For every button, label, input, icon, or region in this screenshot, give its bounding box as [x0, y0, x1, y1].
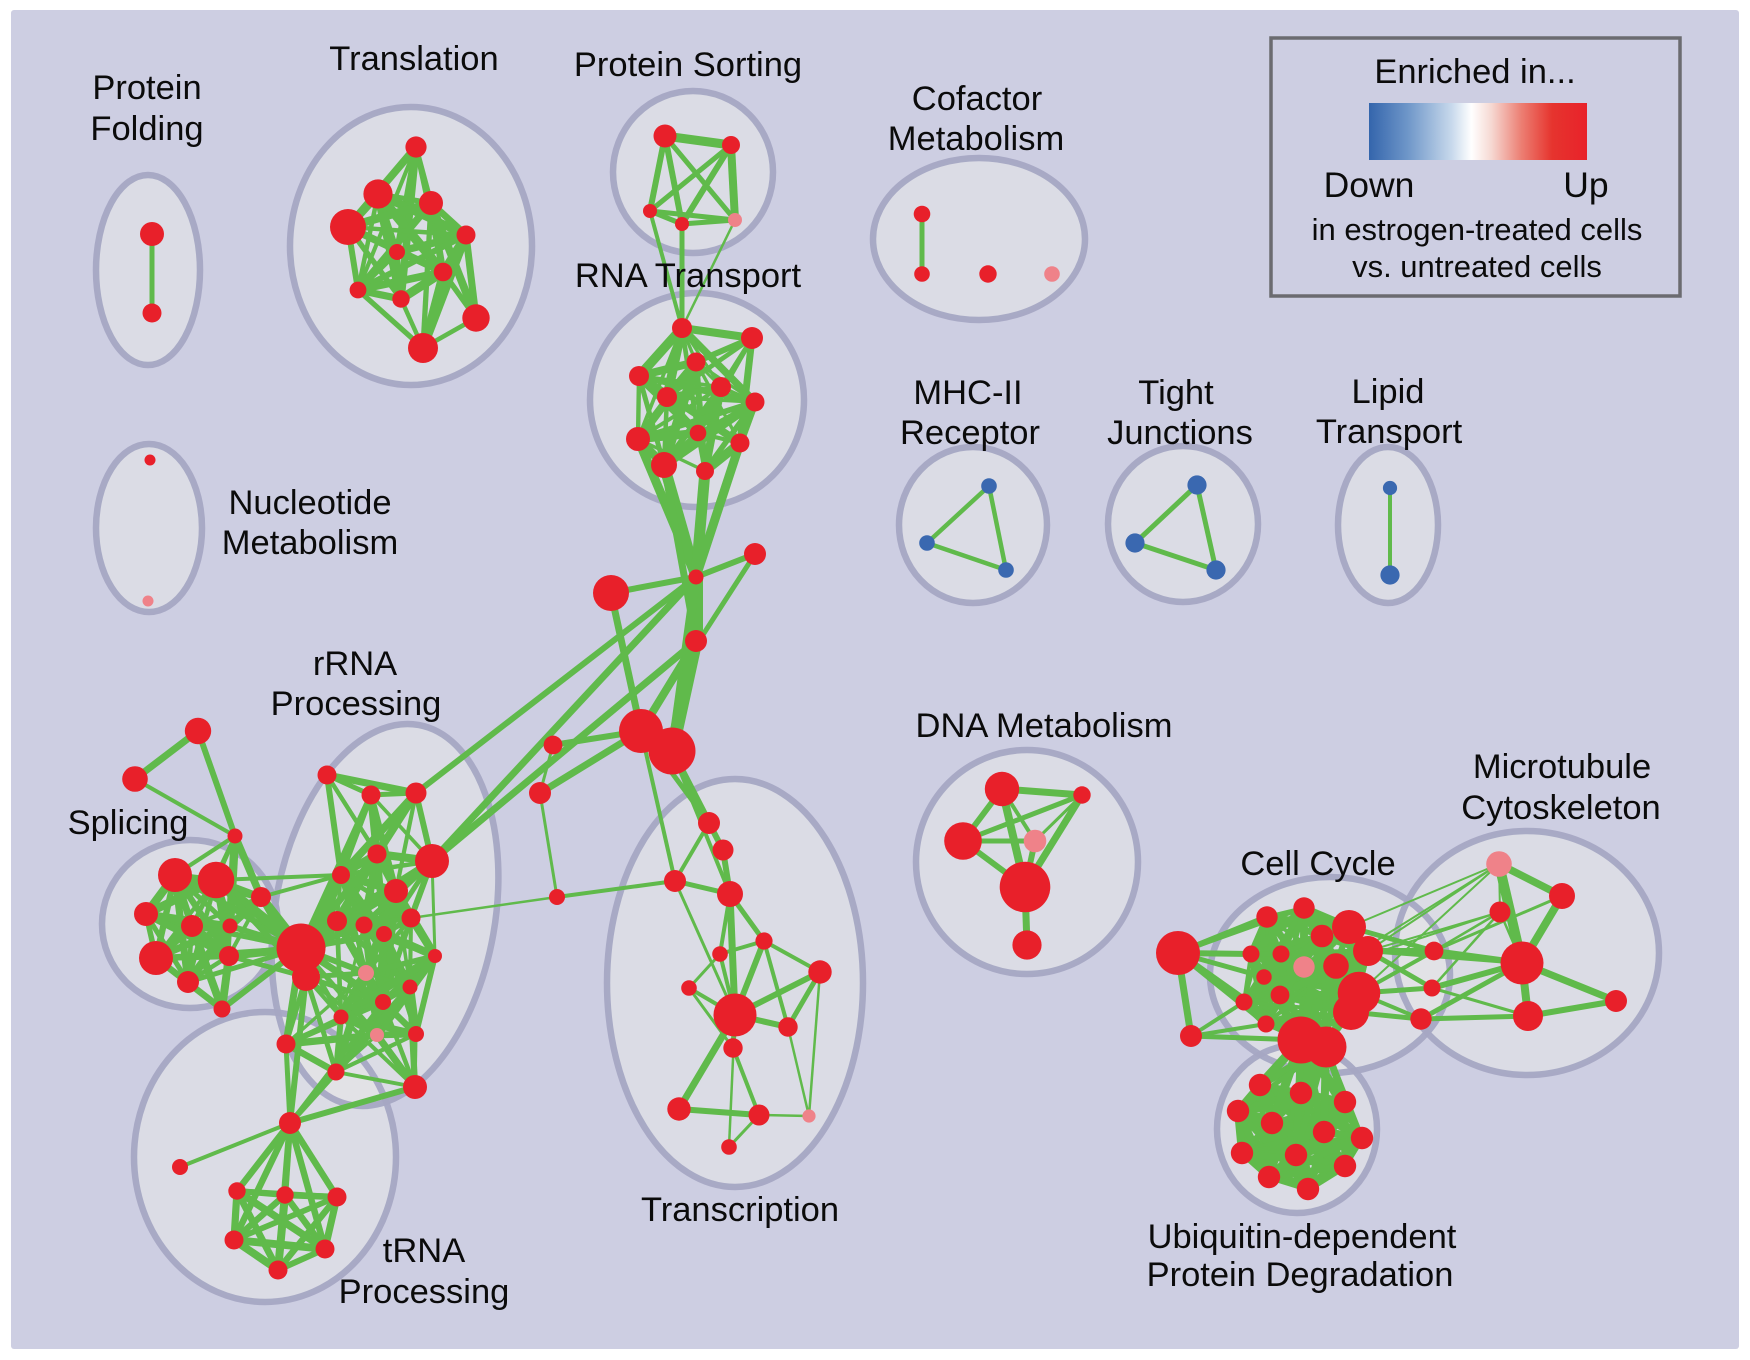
svg-text:Translation: Translation: [329, 40, 498, 78]
svg-text:Up: Up: [1563, 165, 1608, 205]
svg-text:MHC-II: MHC-II: [913, 374, 1022, 412]
svg-text:Enriched in...: Enriched in...: [1374, 53, 1575, 91]
svg-text:RNA Transport: RNA Transport: [575, 257, 802, 295]
svg-text:Lipid: Lipid: [1352, 373, 1425, 411]
svg-text:Nucleotide: Nucleotide: [228, 484, 391, 522]
svg-text:Processing: Processing: [339, 1273, 510, 1311]
svg-text:Cofactor: Cofactor: [912, 80, 1042, 118]
svg-text:Metabolism: Metabolism: [888, 120, 1064, 158]
svg-text:Protein Degradation: Protein Degradation: [1147, 1256, 1454, 1294]
svg-text:Junctions: Junctions: [1107, 414, 1253, 452]
svg-text:Metabolism: Metabolism: [222, 524, 398, 562]
svg-text:Protein Sorting: Protein Sorting: [574, 46, 802, 84]
svg-text:Down: Down: [1324, 165, 1415, 205]
svg-text:Microtubule: Microtubule: [1473, 748, 1651, 786]
svg-text:in estrogen-treated cells: in estrogen-treated cells: [1312, 212, 1643, 247]
svg-text:Tight: Tight: [1138, 374, 1214, 412]
svg-text:vs. untreated cells: vs. untreated cells: [1352, 249, 1602, 284]
svg-text:Cell Cycle: Cell Cycle: [1240, 845, 1395, 883]
svg-text:Folding: Folding: [90, 110, 203, 148]
svg-text:Ubiquitin-dependent: Ubiquitin-dependent: [1148, 1218, 1457, 1256]
svg-text:Transport: Transport: [1316, 413, 1463, 451]
svg-text:Receptor: Receptor: [900, 414, 1040, 452]
svg-text:rRNA: rRNA: [313, 645, 397, 683]
svg-text:tRNA: tRNA: [383, 1232, 465, 1270]
svg-text:DNA Metabolism: DNA Metabolism: [916, 707, 1173, 745]
svg-text:Protein: Protein: [92, 69, 201, 107]
svg-text:Transcription: Transcription: [641, 1191, 839, 1229]
svg-text:Splicing: Splicing: [68, 804, 189, 842]
svg-text:Processing: Processing: [271, 685, 442, 723]
svg-text:Cytoskeleton: Cytoskeleton: [1461, 789, 1660, 827]
